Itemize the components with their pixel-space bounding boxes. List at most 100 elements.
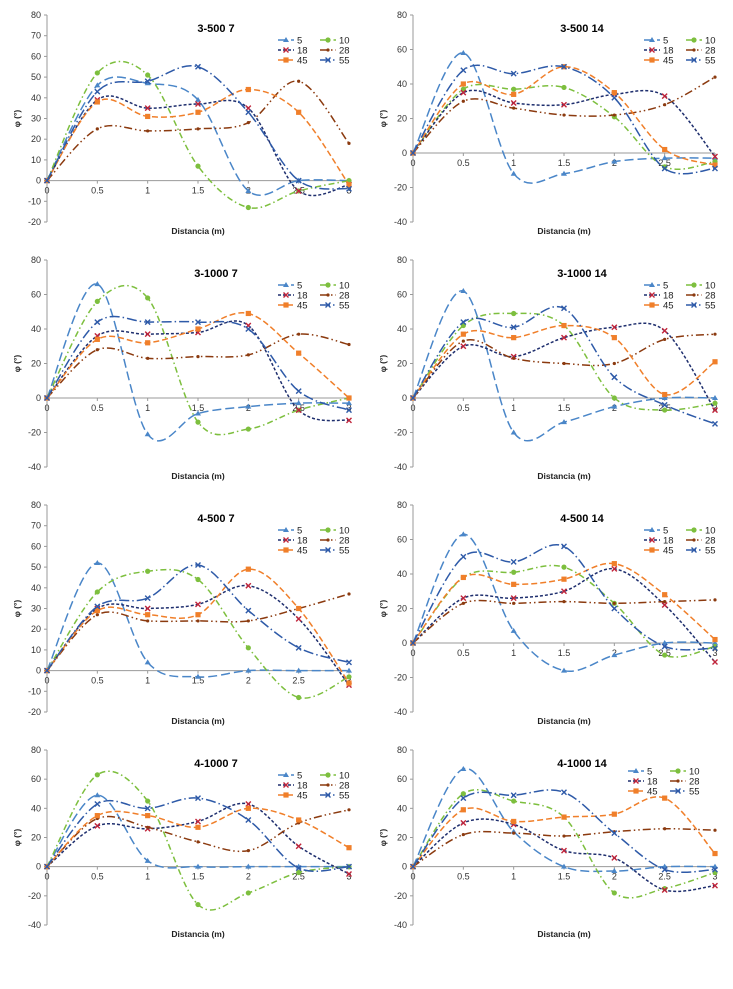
data-point [460, 67, 467, 74]
y-tick-label: 0 [402, 393, 407, 403]
legend-label: 45 [297, 301, 308, 312]
x-axis-label: Distancia (m) [171, 226, 225, 236]
data-point [713, 598, 717, 602]
chart-svg: 4-500 14-40-2002040608000.511.522.53Dist… [378, 500, 718, 726]
chart-title: 3-1000 14 [557, 268, 607, 280]
y-tick-label: 80 [397, 255, 407, 265]
data-point [561, 334, 567, 341]
series-55 [44, 63, 352, 192]
data-point [712, 645, 718, 652]
data-point [144, 805, 151, 812]
y-tick-label: -20 [394, 673, 407, 683]
data-point [561, 576, 567, 582]
y-tick-label: -20 [394, 428, 407, 438]
y-axis-label: φ (°) [12, 600, 22, 618]
legend-label: 18 [663, 291, 674, 302]
data-point [246, 353, 250, 357]
data-point [460, 49, 467, 55]
y-tick-label: 20 [31, 359, 41, 369]
data-point [196, 355, 200, 359]
x-tick-label: 1 [511, 648, 516, 658]
chart-title: 3-1000 7 [194, 268, 237, 280]
data-point [611, 90, 617, 96]
y-tick-label: 0 [402, 862, 407, 872]
data-point [325, 792, 331, 798]
data-point [295, 407, 302, 414]
data-point [245, 817, 252, 823]
data-point [562, 113, 566, 117]
data-point [195, 319, 201, 326]
data-point [195, 795, 201, 802]
series-55 [44, 562, 352, 674]
data-point [283, 302, 289, 308]
series-line [46, 794, 349, 869]
y-tick-label: 80 [31, 745, 41, 755]
data-point [512, 356, 516, 360]
data-point [661, 93, 668, 100]
data-point [44, 177, 50, 184]
legend-item: 10 [320, 526, 350, 537]
legend-item: 28 [686, 291, 716, 302]
data-point [346, 863, 352, 870]
chart-panel: 4-500 14-40-2002040608000.511.522.53Dist… [366, 490, 732, 735]
x-tick-label: 1.5 [558, 872, 571, 882]
legend-item: 5 [278, 526, 302, 537]
chart-panel: 3-500 7-20-100102030405060708000.511.522… [0, 0, 366, 245]
data-point [145, 113, 151, 120]
series-55 [44, 315, 352, 414]
legend-item: 28 [320, 536, 350, 547]
y-tick-label: 10 [31, 155, 41, 165]
y-tick-label: -20 [28, 891, 41, 901]
data-point [346, 674, 352, 680]
data-point [245, 667, 252, 673]
legend-label: 45 [663, 56, 674, 67]
data-point [297, 79, 301, 83]
legend-item: 18 [644, 536, 674, 547]
legend-label: 28 [339, 291, 350, 302]
data-point [245, 582, 252, 589]
legend-label: 10 [339, 526, 350, 537]
data-point [245, 403, 252, 409]
x-tick-label: 0.5 [91, 403, 104, 413]
y-tick-label: -40 [394, 920, 407, 930]
data-point [245, 607, 252, 614]
data-point [662, 795, 668, 801]
legend-label: 28 [705, 291, 716, 302]
legend-item: 28 [686, 536, 716, 547]
series-line [412, 322, 716, 411]
y-tick-label: 0 [36, 176, 41, 186]
x-tick-label: 1 [145, 403, 150, 413]
data-point [195, 163, 201, 169]
series-line [412, 599, 716, 644]
legend-item: 55 [686, 56, 716, 67]
data-point [195, 410, 201, 416]
data-point [144, 319, 151, 326]
legend-label: 18 [297, 781, 308, 792]
data-point [346, 400, 352, 406]
data-point [460, 791, 466, 797]
data-point [246, 619, 250, 623]
data-point [510, 324, 517, 331]
y-tick-label: 20 [31, 134, 41, 144]
x-tick-label: 1 [511, 158, 516, 168]
legend-label: 45 [297, 791, 308, 802]
x-tick-label: 1.5 [558, 403, 571, 413]
legend: 5 10 18 28 45 55 [278, 281, 350, 312]
legend-item: 55 [686, 546, 716, 557]
chart-panel: 3-1000 7-40-2002040608000.511.522.53Dist… [0, 245, 366, 490]
series-line [412, 533, 716, 673]
legend-label: 28 [689, 777, 700, 788]
legend-item: 45 [644, 56, 674, 67]
legend-label: 5 [647, 767, 652, 778]
legend-label: 18 [663, 46, 674, 57]
data-point [283, 37, 289, 42]
legend: 5 10 18 28 45 55 [278, 526, 350, 557]
legend-item: 28 [320, 46, 350, 57]
data-point [246, 121, 250, 125]
legend-item: 10 [686, 36, 716, 47]
data-point [295, 843, 302, 850]
legend-label: 55 [339, 546, 350, 557]
data-point [661, 602, 668, 609]
data-point [410, 863, 416, 870]
y-tick-label: -40 [28, 920, 41, 930]
